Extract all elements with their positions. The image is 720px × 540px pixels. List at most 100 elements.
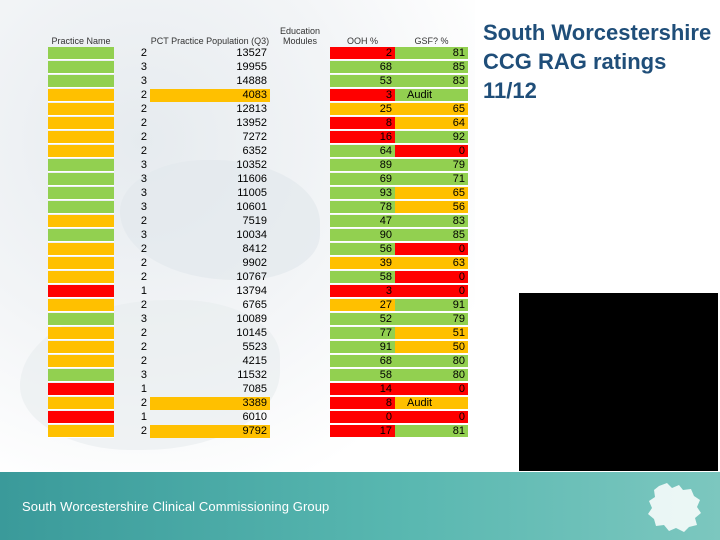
population-cell: 11532 (237, 369, 267, 381)
footer-banner: South Worcestershire Clinical Commission… (0, 472, 720, 540)
gsf-cell: 85 (395, 229, 468, 242)
table-row: 3 10352 89 79 (48, 159, 468, 173)
gsf-cell: 0 (395, 411, 468, 424)
rag-score-cell: 3 (140, 173, 147, 185)
gsf-value: 83 (452, 75, 465, 87)
rag-score-cell: 2 (140, 425, 147, 437)
table-row: 1 6010 0 0 (48, 411, 468, 425)
education-cell (270, 229, 330, 242)
gsf-value: 80 (452, 369, 465, 381)
ooh-cell: 78 (330, 201, 395, 214)
rag-score-cell: 2 (140, 215, 147, 227)
gsf-cell: 0 (395, 145, 468, 158)
gsf-value: 81 (452, 425, 465, 437)
ooh-cell: 68 (330, 61, 395, 74)
table-row: 2 4215 68 80 (48, 355, 468, 369)
page-title: South Worcestershire CCG RAG ratings 11/… (483, 20, 712, 103)
practice-name-cell (48, 61, 114, 74)
education-cell (270, 299, 330, 312)
practice-name-cell (48, 75, 114, 88)
rag-score-cell: 2 (140, 397, 147, 409)
education-cell (270, 411, 330, 424)
gsf-value: 65 (452, 103, 465, 115)
table-row: 2 12813 25 65 (48, 103, 468, 117)
gsf-cell: 65 (395, 187, 468, 200)
practice-name-cell (48, 355, 114, 368)
education-cell (270, 397, 330, 410)
gsf-cell: 81 (395, 425, 468, 438)
education-cell (270, 89, 330, 102)
gsf-cell: 50 (395, 341, 468, 354)
gsf-value: 51 (452, 327, 465, 339)
gsf-value: 91 (452, 299, 465, 311)
practice-name-cell (48, 89, 114, 102)
table-row: 3 10089 52 79 (48, 313, 468, 327)
rag-score-cell: 1 (140, 411, 147, 423)
gsf-cell: 56 (395, 201, 468, 214)
rag-table: Practice Name PCT Practice Population (Q… (48, 20, 468, 439)
practice-name-cell (48, 369, 114, 382)
practice-name-cell (48, 299, 114, 312)
rag-score-cell: 2 (140, 243, 147, 255)
table-row: 1 7085 14 0 (48, 383, 468, 397)
ooh-cell: 0 (330, 411, 395, 424)
practice-name-cell (48, 173, 114, 186)
population-cell: 10089 (236, 313, 267, 325)
education-cell (270, 341, 330, 354)
header-practice-name: Practice Name (51, 36, 111, 46)
table-row: 3 11005 93 65 (48, 187, 468, 201)
education-cell (270, 61, 330, 74)
population-cell: 5523 (242, 341, 267, 353)
gsf-value: 0 (458, 285, 465, 297)
gsf-value: 85 (452, 229, 465, 241)
population-cell: 10145 (236, 327, 267, 339)
population-cell: 7085 (242, 383, 267, 395)
practice-name-cell (48, 47, 114, 60)
table-row: 3 11606 69 71 (48, 173, 468, 187)
population-cell: 12813 (236, 103, 267, 115)
table-row: 1 13794 3 0 (48, 285, 468, 299)
county-map-icon (648, 483, 701, 532)
rag-score-cell: 3 (140, 229, 147, 241)
rag-score-cell: 2 (140, 271, 147, 283)
gsf-value: 65 (452, 187, 465, 199)
gsf-cell: 83 (395, 215, 468, 228)
gsf-cell: 71 (395, 173, 468, 186)
education-cell (270, 47, 330, 60)
rag-score-cell: 2 (140, 355, 147, 367)
gsf-value: 0 (458, 411, 465, 423)
rag-score-cell: 2 (140, 327, 147, 339)
population-cell: 10034 (236, 229, 267, 241)
gsf-cell: 63 (395, 257, 468, 270)
table-row: 2 6765 27 91 (48, 299, 468, 313)
table-row: 2 10145 77 51 (48, 327, 468, 341)
gsf-value: 0 (458, 271, 465, 283)
ooh-cell: 53 (330, 75, 395, 88)
ooh-cell: 27 (330, 299, 395, 312)
header-education: Education Modules (279, 26, 321, 46)
ooh-cell: 77 (330, 327, 395, 340)
table-row: 3 11532 58 80 (48, 369, 468, 383)
practice-name-cell (48, 145, 114, 158)
rag-score-cell: 2 (140, 103, 147, 115)
practice-name-cell (48, 341, 114, 354)
ooh-cell: 8 (330, 117, 395, 130)
gsf-cell: 79 (395, 313, 468, 326)
footer-org-name: South Worcestershire Clinical Commission… (22, 499, 330, 514)
population-cell: 3389 (150, 397, 270, 410)
gsf-value: 64 (452, 117, 465, 129)
rag-score-cell: 2 (140, 89, 147, 101)
practice-name-cell (48, 215, 114, 228)
table-row: 2 10767 58 0 (48, 271, 468, 285)
table-row: 2 13527 2 81 (48, 47, 468, 61)
practice-name-cell (48, 131, 114, 144)
gsf-cell: 80 (395, 369, 468, 382)
gsf-cell: 92 (395, 131, 468, 144)
practice-name-cell (48, 243, 114, 256)
gsf-value: 80 (452, 355, 465, 367)
rag-score-cell: 3 (140, 75, 147, 87)
education-cell (270, 131, 330, 144)
rag-score-cell: 3 (140, 61, 147, 73)
education-cell (270, 117, 330, 130)
gsf-value: 79 (452, 313, 465, 325)
